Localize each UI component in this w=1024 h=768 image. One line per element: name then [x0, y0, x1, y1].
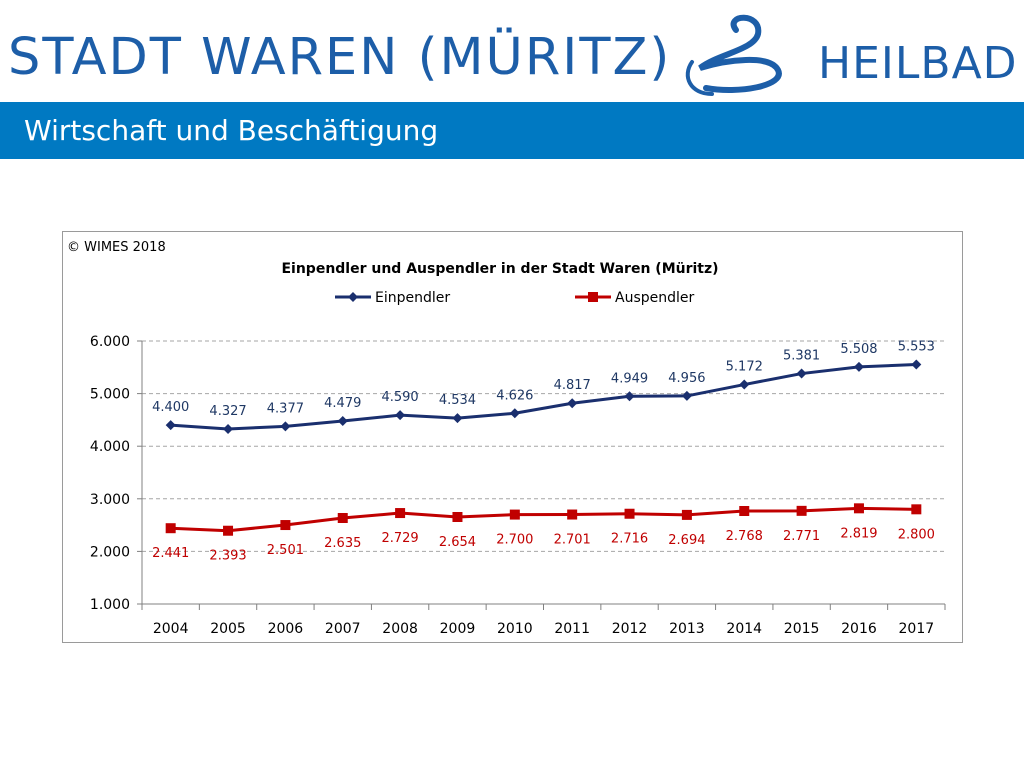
y-tick-label: 4.000	[90, 439, 130, 455]
data-point-auspendler	[280, 520, 291, 531]
data-label-auspendler: 2.700	[496, 533, 533, 548]
legend-marker-einpendler	[348, 292, 358, 302]
data-label-einpendler: 4.377	[267, 401, 304, 416]
x-tick-label: 2008	[382, 621, 418, 637]
data-point-einpendler	[911, 359, 922, 370]
x-tick-label: 2016	[841, 621, 877, 637]
chart-copyright: © WIMES 2018	[67, 240, 166, 255]
x-tick-label: 2005	[210, 621, 246, 637]
data-point-einpendler	[337, 416, 348, 427]
data-label-auspendler: 2.393	[209, 549, 246, 564]
data-point-einpendler	[165, 420, 176, 431]
y-tick-label: 3.000	[90, 492, 130, 508]
data-label-einpendler: 4.949	[611, 371, 648, 386]
x-tick-label: 2012	[612, 621, 648, 637]
data-point-auspendler	[681, 509, 692, 520]
data-label-einpendler: 5.172	[726, 360, 763, 375]
y-tick-label: 1.000	[90, 597, 130, 613]
x-tick-label: 2014	[726, 621, 762, 637]
title-bar: Wirtschaft und Beschäftigung	[0, 102, 1024, 159]
y-tick-label: 6.000	[90, 334, 130, 350]
data-label-einpendler: 4.327	[209, 404, 246, 419]
data-point-auspendler	[567, 509, 578, 520]
data-label-auspendler: 2.501	[267, 543, 304, 558]
x-tick-label: 2011	[554, 621, 590, 637]
data-label-auspendler: 2.729	[381, 531, 418, 546]
data-label-einpendler: 5.553	[898, 340, 935, 355]
x-tick-label: 2009	[440, 621, 476, 637]
data-point-einpendler	[280, 421, 291, 432]
data-label-einpendler: 5.381	[783, 349, 820, 364]
data-point-auspendler	[624, 508, 635, 519]
data-point-einpendler	[223, 423, 234, 434]
logo-spa-name: HEILBAD	[818, 38, 1018, 89]
x-tick-label: 2004	[153, 621, 189, 637]
data-point-einpendler	[739, 379, 750, 390]
data-label-auspendler: 2.441	[152, 546, 189, 561]
chart-title: Einpendler und Auspendler in der Stadt W…	[281, 261, 718, 277]
y-tick-label: 5.000	[90, 387, 130, 403]
data-label-auspendler: 2.771	[783, 529, 820, 544]
x-tick-label: 2013	[669, 621, 705, 637]
chart-panel: Einpendler und Auspendler in der Stadt W…	[62, 231, 963, 643]
data-label-einpendler: 4.590	[381, 390, 418, 405]
data-point-einpendler	[624, 391, 635, 402]
x-tick-label: 2007	[325, 621, 361, 637]
header-logo: STADT WAREN (MÜRITZ) HEILBAD	[0, 0, 1024, 102]
data-label-auspendler: 2.819	[840, 526, 877, 541]
data-label-einpendler: 4.400	[152, 400, 189, 415]
data-label-einpendler: 4.956	[668, 371, 705, 386]
series-line-einpendler	[170, 363, 917, 431]
data-point-einpendler	[796, 368, 807, 379]
x-tick-label: 2015	[784, 621, 820, 637]
x-tick-label: 2017	[899, 621, 935, 637]
data-label-einpendler: 5.508	[840, 342, 877, 357]
data-point-auspendler	[739, 506, 750, 517]
data-label-auspendler: 2.768	[726, 529, 763, 544]
series-line-auspendler	[170, 506, 917, 533]
data-label-auspendler: 2.654	[439, 535, 476, 550]
logo-town-name: STADT WAREN (MÜRITZ)	[8, 28, 672, 87]
x-tick-label: 2006	[268, 621, 304, 637]
data-point-einpendler	[567, 398, 578, 409]
data-point-auspendler	[452, 511, 463, 522]
data-point-auspendler	[853, 503, 864, 514]
data-point-einpendler	[853, 361, 864, 372]
data-point-auspendler	[395, 508, 406, 519]
data-label-auspendler: 2.701	[554, 533, 591, 548]
data-point-einpendler	[509, 408, 520, 419]
data-point-auspendler	[165, 523, 176, 534]
legend-label-auspendler: Auspendler	[615, 290, 695, 306]
legend-label-einpendler: Einpendler	[375, 290, 450, 306]
data-point-auspendler	[337, 512, 348, 523]
data-label-auspendler: 2.716	[611, 532, 648, 547]
data-point-auspendler	[911, 504, 922, 515]
data-point-auspendler	[509, 509, 520, 520]
data-point-einpendler	[395, 410, 406, 421]
x-tick-label: 2010	[497, 621, 533, 637]
legend-marker-auspendler	[588, 292, 598, 302]
data-point-einpendler	[452, 413, 463, 424]
data-point-auspendler	[796, 505, 807, 516]
data-point-auspendler	[223, 525, 234, 536]
line-chart: Einpendler und Auspendler in der Stadt W…	[90, 261, 946, 637]
swan-wave-logo-icon	[678, 10, 790, 96]
data-label-auspendler: 2.694	[668, 533, 705, 548]
data-label-auspendler: 2.800	[898, 527, 935, 542]
data-label-einpendler: 4.817	[554, 378, 591, 393]
data-label-einpendler: 4.626	[496, 388, 533, 403]
y-tick-label: 2.000	[90, 544, 130, 560]
page-title: Wirtschaft und Beschäftigung	[24, 114, 439, 147]
data-label-einpendler: 4.479	[324, 396, 361, 411]
data-label-einpendler: 4.534	[439, 393, 476, 408]
data-label-auspendler: 2.635	[324, 536, 361, 551]
data-point-einpendler	[681, 390, 692, 401]
